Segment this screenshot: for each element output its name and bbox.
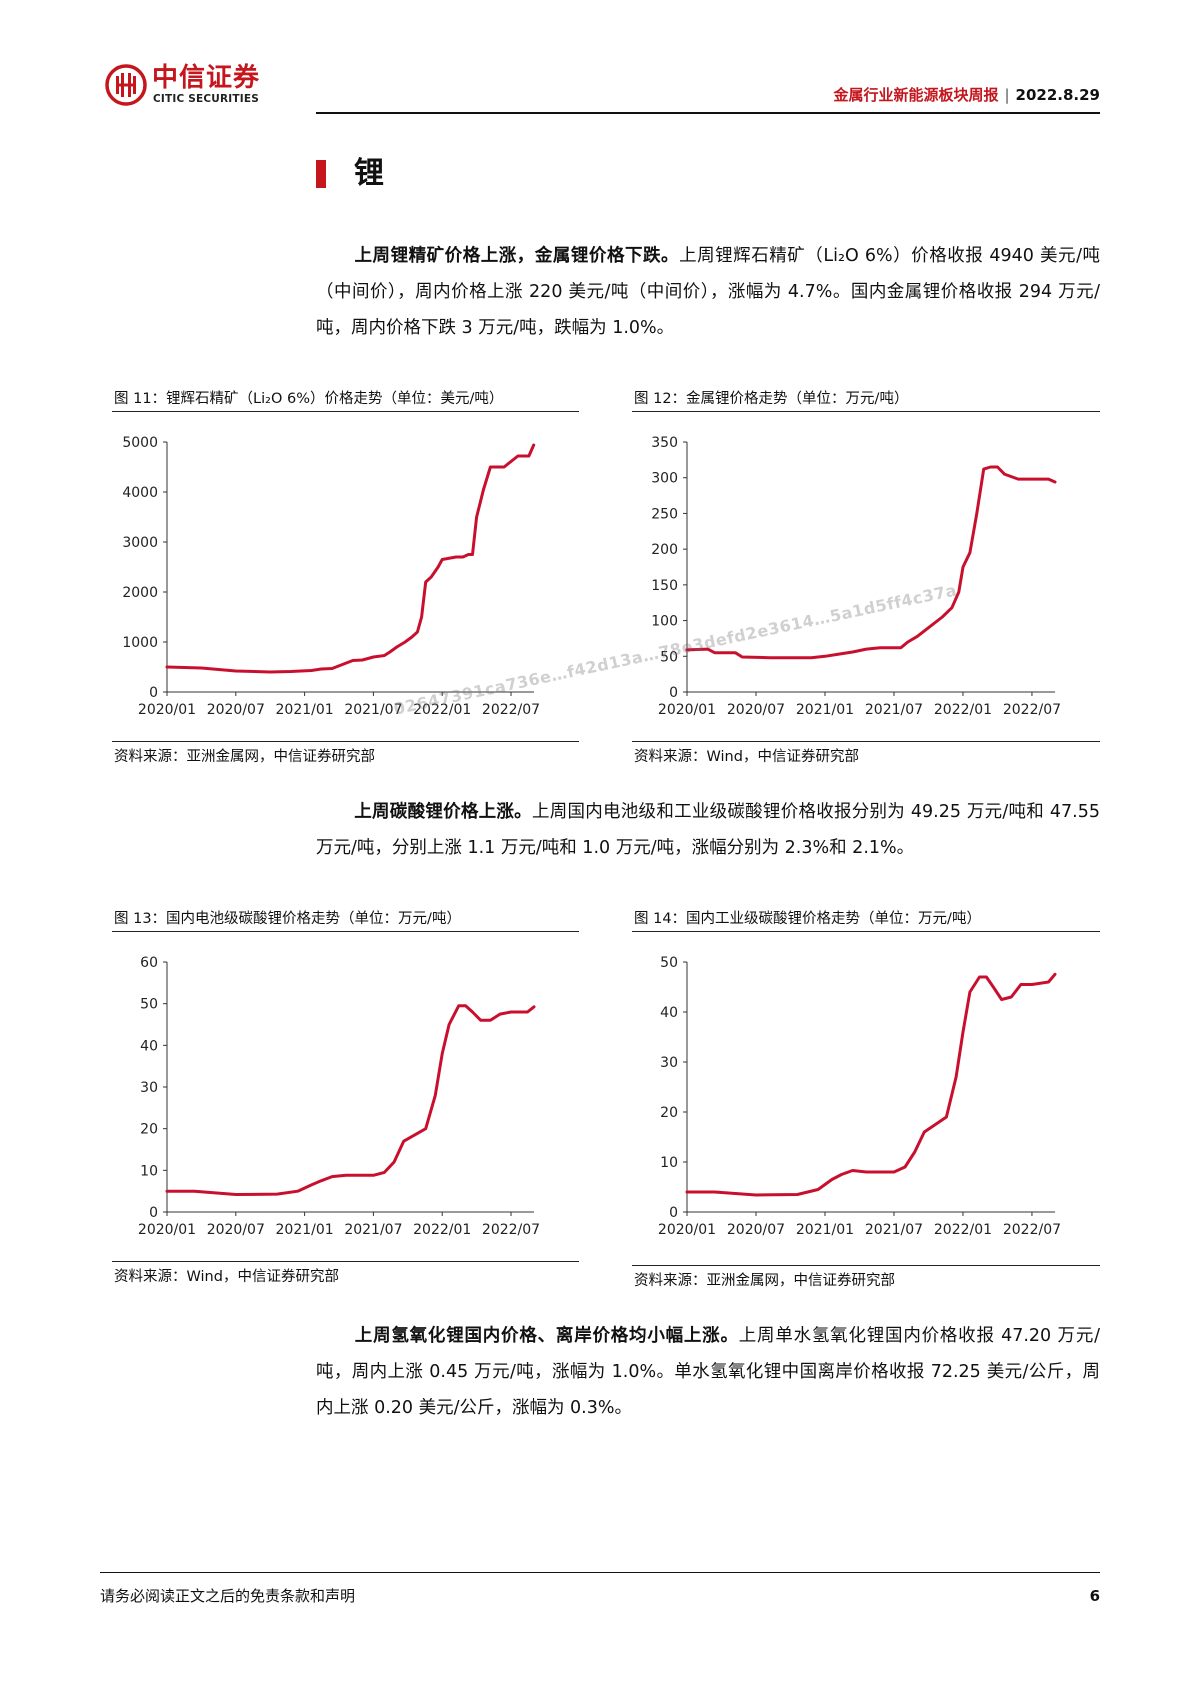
figure-13-bottom-rule: [112, 1261, 579, 1262]
header-rule: [316, 112, 1100, 114]
price-series-line: [165, 443, 536, 674]
paragraph-3: 上周氢氧化锂国内价格、离岸价格均小幅上涨。上周单水氢氧化锂国内价格收报 47.2…: [316, 1318, 1100, 1426]
y-tick-label: 40: [140, 1038, 158, 1054]
paragraph-1-body: 上周锂辉石精矿（Li₂O 6%）价格收报 4940 美元/吨（中间价），周内价格…: [316, 246, 1100, 338]
x-tick-label: 2021/07: [865, 702, 923, 718]
figure-11-bottom-rule: [112, 741, 579, 742]
x-tick-label: 2022/01: [413, 1222, 471, 1238]
figure-12-source: 资料来源：Wind，中信证券研究部: [634, 749, 859, 765]
x-tick-label: 2021/07: [865, 1222, 923, 1238]
figure-11-chart: 0 1000 2000 3000 4000 5000 2020/01 2020/07 2021/…: [122, 435, 540, 718]
figure-13-chart: 0 10 20 30 40 50 60 2020/01 2020/07 2021/01 2021/0…: [138, 955, 540, 1238]
figure-14-bottom-rule: [632, 1265, 1100, 1266]
y-tick-label: 0: [149, 1205, 158, 1221]
paragraph-2-body: 上周国内电池级和工业级碳酸锂价格收报分别为 49.25 万元/吨和 47.55 …: [316, 802, 1101, 858]
y-tick-label: 1000: [122, 635, 158, 651]
logo-name-cn: 中信证券: [152, 63, 261, 93]
citic-logo-icon: [105, 64, 147, 106]
y-tick-label: 50: [660, 955, 678, 971]
y-tick-label: 100: [651, 614, 678, 630]
y-tick-label: 50: [140, 997, 158, 1013]
figure-12-title: 图 12：金属锂价格走势（单位：万元/吨）: [634, 391, 909, 407]
x-tick-label: 2020/07: [207, 1222, 265, 1238]
report-date: 2022.8.29: [1015, 86, 1100, 104]
y-tick-label: 0: [149, 685, 158, 701]
y-tick-label: 3000: [122, 535, 158, 551]
section-marker: [316, 160, 326, 188]
x-tick-label: 2022/01: [413, 702, 471, 718]
x-tick-label: 2022/07: [1003, 1222, 1061, 1238]
x-tick-label: 2021/07: [344, 1222, 402, 1238]
x-tick-label: 2021/07: [344, 702, 402, 718]
y-tick-label: 20: [660, 1105, 678, 1121]
price-series-line: [685, 972, 1057, 1197]
x-tick-label: 2020/01: [138, 702, 196, 718]
paragraph-2: 上周碳酸锂价格上涨。上周国内电池级和工业级碳酸锂价格收报分别为 49.25 万元…: [316, 794, 1100, 866]
x-tick-label: 2021/01: [796, 702, 854, 718]
price-series-line: [685, 465, 1057, 660]
y-tick-label: 0: [669, 1205, 678, 1221]
y-tick-label: 30: [660, 1055, 678, 1071]
y-tick-label: 40: [660, 1005, 678, 1021]
y-tick-label: 30: [140, 1080, 158, 1096]
figure-11-source: 资料来源：亚洲金属网，中信证券研究部: [114, 749, 375, 765]
figure-11-top-rule: [112, 411, 579, 412]
x-tick-label: 2022/07: [482, 1222, 540, 1238]
x-tick-label: 2020/01: [658, 702, 716, 718]
y-tick-label: 50: [660, 649, 678, 665]
y-tick-label: 200: [651, 542, 678, 558]
paragraph-1: 上周锂精矿价格上涨，金属锂价格下跌。上周锂辉石精矿（Li₂O 6%）价格收报 4…: [316, 238, 1100, 346]
footer-rule: [100, 1572, 1100, 1573]
figure-13-source: 资料来源：Wind，中信证券研究部: [114, 1269, 339, 1285]
x-tick-label: 2020/07: [207, 702, 265, 718]
figure-12-bottom-rule: [632, 741, 1100, 742]
figure-12-top-rule: [632, 411, 1100, 412]
y-tick-label: 10: [660, 1155, 678, 1171]
x-tick-label: 2021/01: [276, 1222, 334, 1238]
x-tick-label: 2021/01: [276, 702, 334, 718]
figure-14-title: 图 14：国内工业级碳酸锂价格走势（单位：万元/吨）: [634, 911, 981, 927]
paragraph-3-lead: 上周氢氧化锂国内价格、离岸价格均小幅上涨。: [354, 1326, 739, 1346]
x-tick-label: 2022/01: [934, 702, 992, 718]
x-tick-label: 2020/01: [658, 1222, 716, 1238]
x-tick-label: 2020/01: [138, 1222, 196, 1238]
footer-disclaimer: 请务必阅读正文之后的免责条款和声明: [100, 1587, 356, 1605]
paragraph-2-lead: 上周碳酸锂价格上涨。: [354, 802, 532, 822]
header-separator: |: [1004, 86, 1010, 104]
y-tick-label: 10: [140, 1163, 158, 1179]
figure-11-title: 图 11：锂辉石精矿（Li₂O 6%）价格走势（单位：美元/吨）: [114, 391, 504, 407]
logo-name-en: CITIC SECURITIES: [153, 93, 260, 105]
y-tick-label: 60: [140, 955, 158, 971]
y-tick-label: 4000: [122, 485, 158, 501]
x-tick-label: 2020/07: [727, 1222, 785, 1238]
x-tick-label: 2022/01: [934, 1222, 992, 1238]
report-title: 金属行业新能源板块周报: [833, 86, 999, 104]
y-tick-label: 350: [651, 435, 678, 451]
figure-14-top-rule: [632, 931, 1100, 932]
y-tick-label: 250: [651, 506, 678, 522]
y-tick-label: 300: [651, 471, 678, 487]
section-title: 锂: [354, 156, 384, 191]
x-tick-label: 2020/07: [727, 702, 785, 718]
y-tick-label: 150: [651, 578, 678, 594]
y-tick-label: 0: [669, 685, 678, 701]
y-tick-label: 5000: [122, 435, 158, 451]
report-header: 金属行业新能源板块周报 | 2022.8.29: [833, 86, 1100, 104]
figure-13-top-rule: [112, 931, 579, 932]
x-tick-label: 2022/07: [482, 702, 540, 718]
figure-14-chart: 0 10 20 30 40 50 2020/01 2020/07 2021/01 2021/07 2…: [658, 955, 1061, 1238]
paragraph-1-lead: 上周锂精矿价格上涨，金属锂价格下跌。: [354, 246, 680, 266]
price-series-line: [165, 1004, 536, 1196]
x-tick-label: 2021/01: [796, 1222, 854, 1238]
figure-13-title: 图 13：国内电池级碳酸锂价格走势（单位：万元/吨）: [114, 911, 461, 927]
paragraph-3-body: 上周单水氢氧化锂国内价格收报 47.20 万元/吨，周内上涨 0.45 万元/吨…: [316, 1326, 1101, 1418]
figure-12-chart: 0 50 100 150 200 250 300 350 2020/01 2020/07 2021/…: [651, 435, 1061, 718]
page-number: 6: [1089, 1587, 1100, 1605]
y-tick-label: 2000: [122, 585, 158, 601]
y-tick-label: 20: [140, 1122, 158, 1138]
figure-14-source: 资料来源：亚洲金属网，中信证券研究部: [634, 1273, 895, 1289]
x-tick-label: 2022/07: [1003, 702, 1061, 718]
